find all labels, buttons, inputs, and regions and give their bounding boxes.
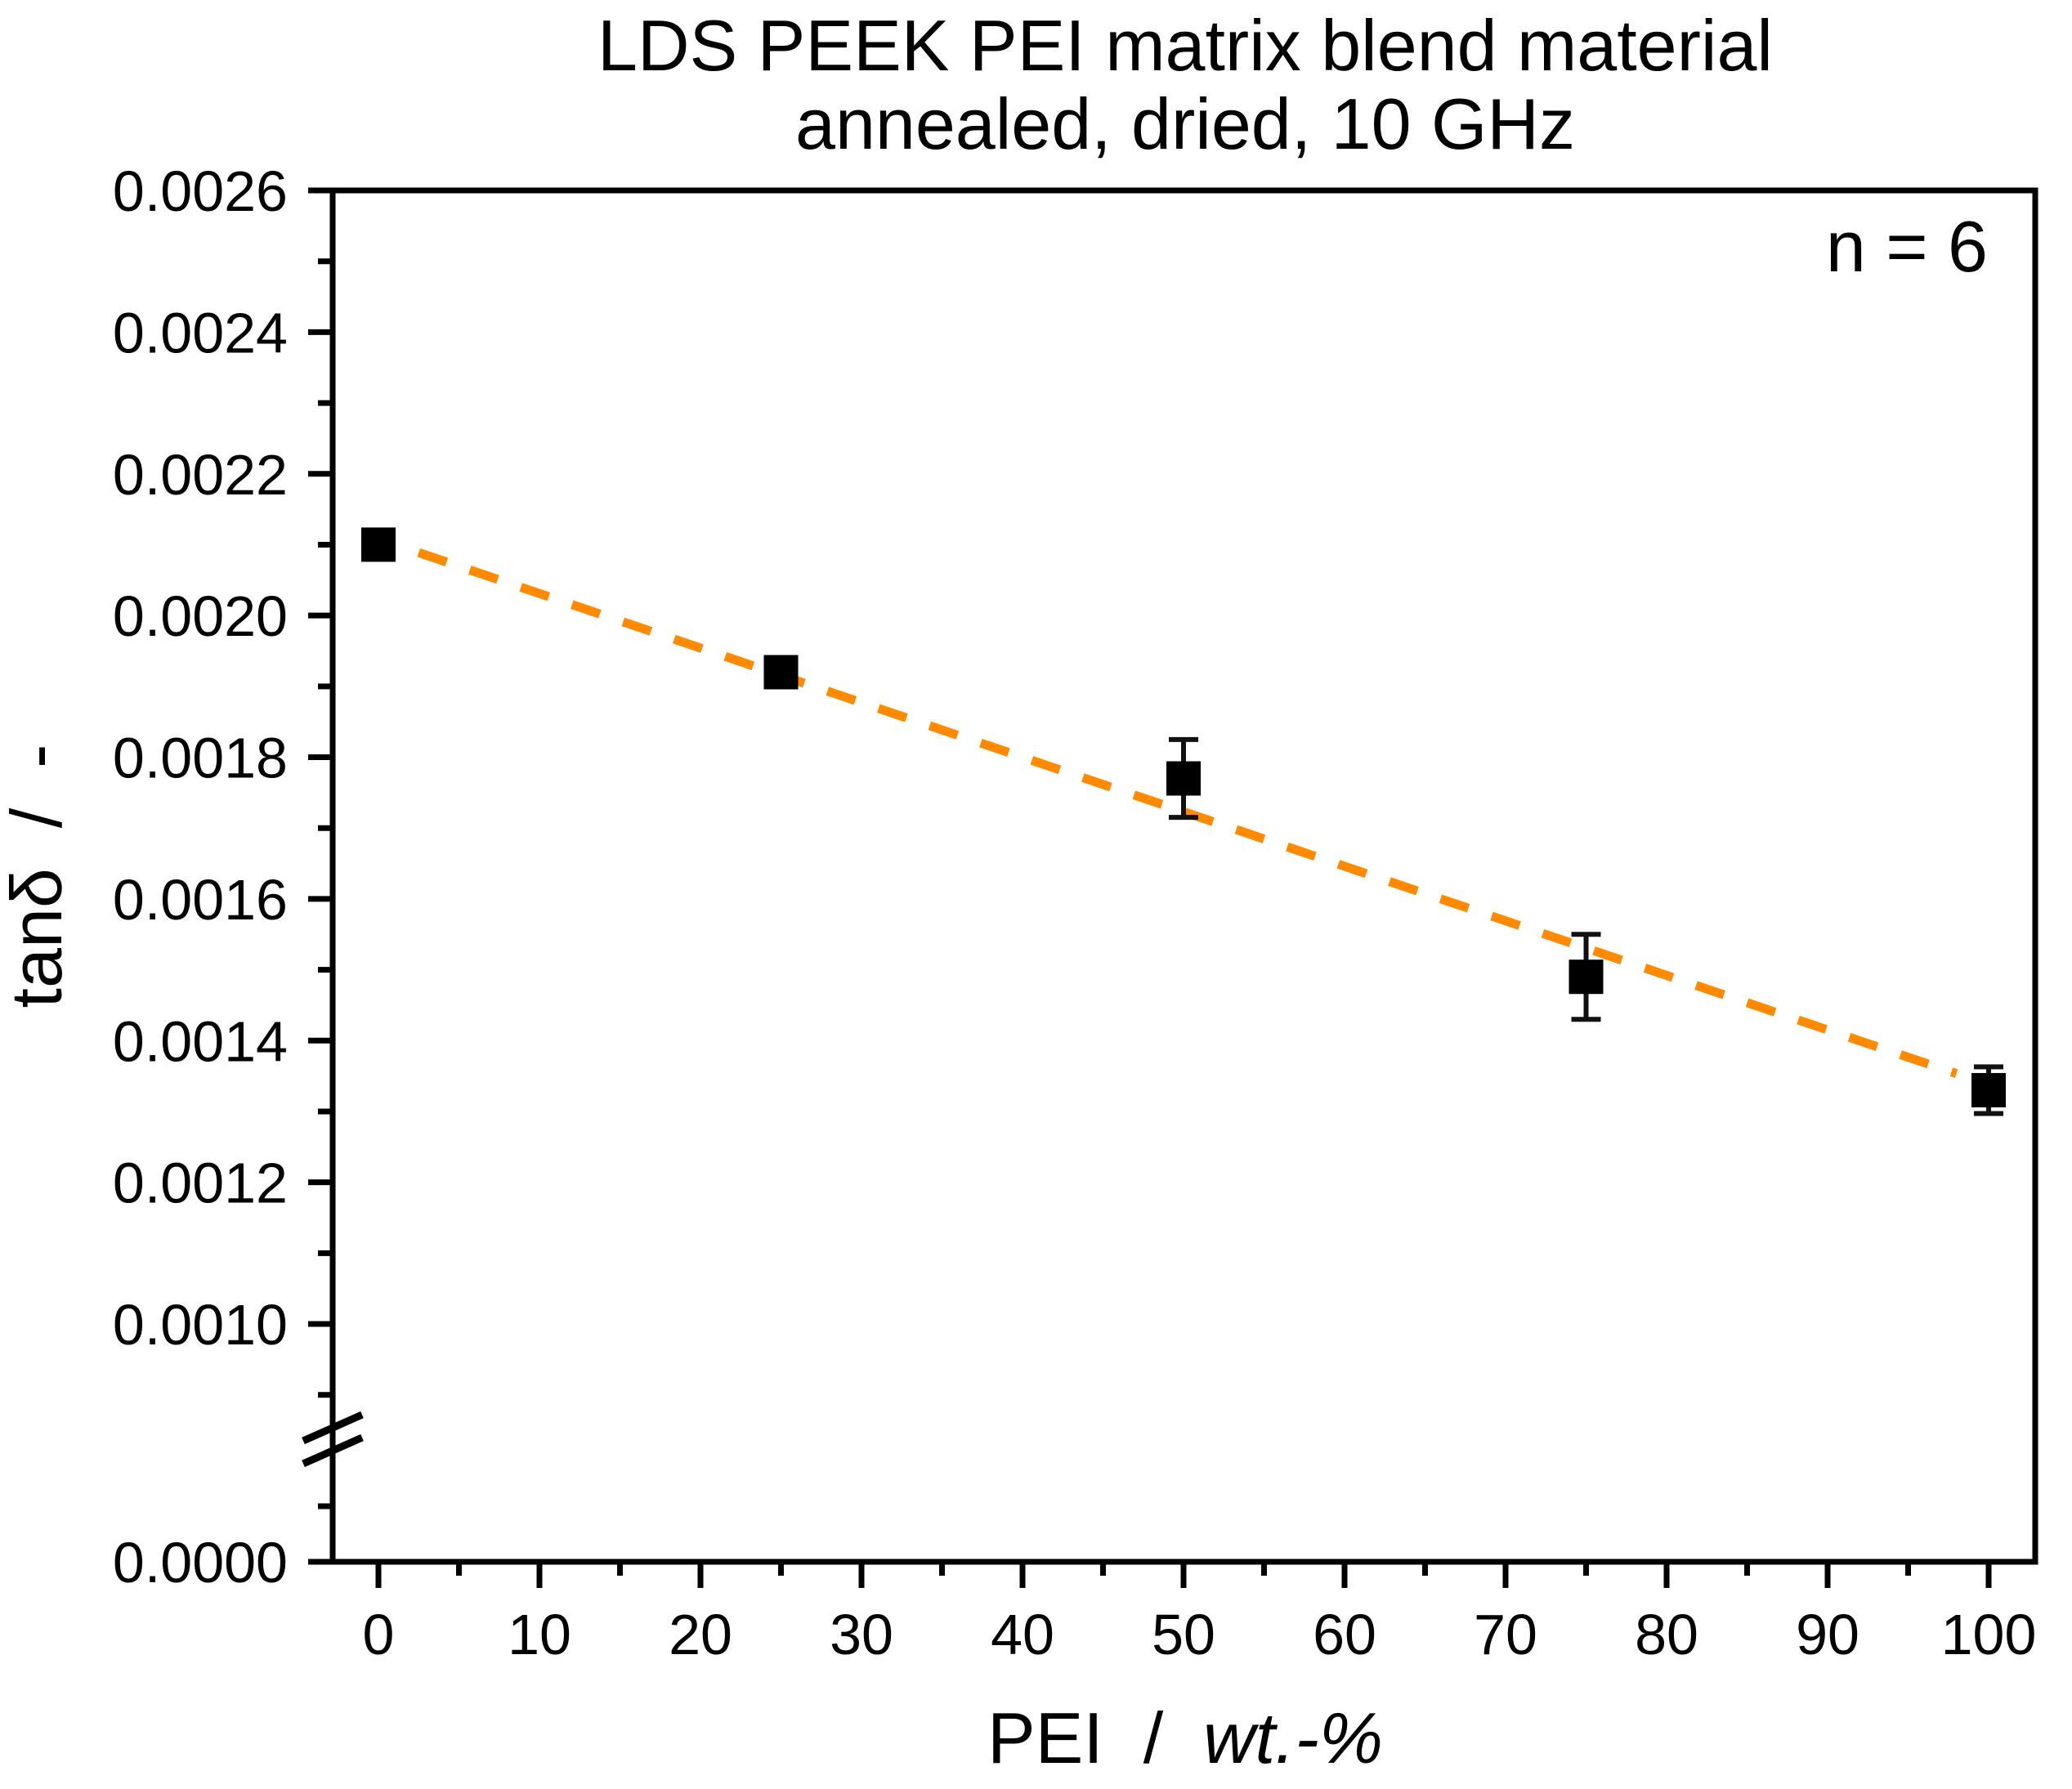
y-axis-tick-labels: 0.0026 0.0024 0.0022 0.0020 0.0018 0.0016 0.00… — [113, 159, 288, 1594]
x-tick-label: 60 — [1313, 1603, 1376, 1666]
x-tick-label: 80 — [1635, 1603, 1698, 1666]
x-tick-label: 40 — [991, 1603, 1054, 1666]
data-point-marker — [361, 527, 396, 562]
y-zero-tick-label: 0.0000 — [113, 1531, 288, 1594]
y-tick-label: 0.0018 — [113, 727, 288, 790]
linear-fit-dashed-line — [417, 548, 1958, 1078]
plot-frame — [329, 187, 2038, 1565]
y-tick-label: 0.0024 — [113, 301, 288, 365]
x-tick-label: 0 — [363, 1603, 395, 1666]
y-tick-label: 0.0026 — [113, 159, 288, 223]
y-axis-ticks — [308, 187, 333, 1565]
x-tick-label: 30 — [830, 1603, 893, 1666]
x-tick-label: 20 — [669, 1603, 732, 1666]
x-axis-title-unit: wt.-% — [1203, 1697, 1383, 1778]
x-tick-label: 10 — [508, 1603, 571, 1666]
y-tick-label: 0.0012 — [113, 1152, 288, 1215]
x-axis-ticks — [375, 1562, 1992, 1588]
x-axis-tick-labels: 0 10 20 30 40 50 60 70 80 90 100 — [363, 1603, 2037, 1666]
data-point-marker — [1971, 1072, 2006, 1107]
data-point-markers — [361, 527, 2006, 1107]
y-axis-break-marks — [302, 1411, 364, 1468]
y-tick-label: 0.0022 — [113, 443, 288, 507]
data-point-marker — [763, 655, 799, 690]
chart-title-line1: LDS PEEK PEI matrix blend material — [597, 5, 1773, 86]
chart-title-line2: annealed, dried, 10 GHz — [795, 83, 1575, 164]
x-tick-label: 100 — [1941, 1603, 2037, 1666]
x-axis-title-prefix: PEI / — [987, 1697, 1203, 1778]
x-tick-label: 50 — [1152, 1603, 1215, 1666]
sample-count-annotation: n = 6 — [1826, 206, 1988, 287]
y-tick-label: 0.0020 — [113, 584, 288, 648]
y-tick-label: 0.0010 — [113, 1293, 288, 1357]
x-tick-label: 70 — [1474, 1603, 1537, 1666]
y-tick-label: 0.0014 — [113, 1009, 288, 1073]
x-tick-label: 90 — [1796, 1603, 1859, 1666]
x-axis-title: PEI / wt.-% — [987, 1697, 1383, 1778]
data-point-marker — [1569, 959, 1604, 995]
data-point-marker — [1166, 761, 1201, 796]
y-axis-title: tanδ / - — [0, 745, 77, 1009]
fit-line — [417, 548, 1958, 1078]
error-bars — [364, 531, 2003, 1116]
y-tick-label: 0.0016 — [113, 868, 288, 932]
